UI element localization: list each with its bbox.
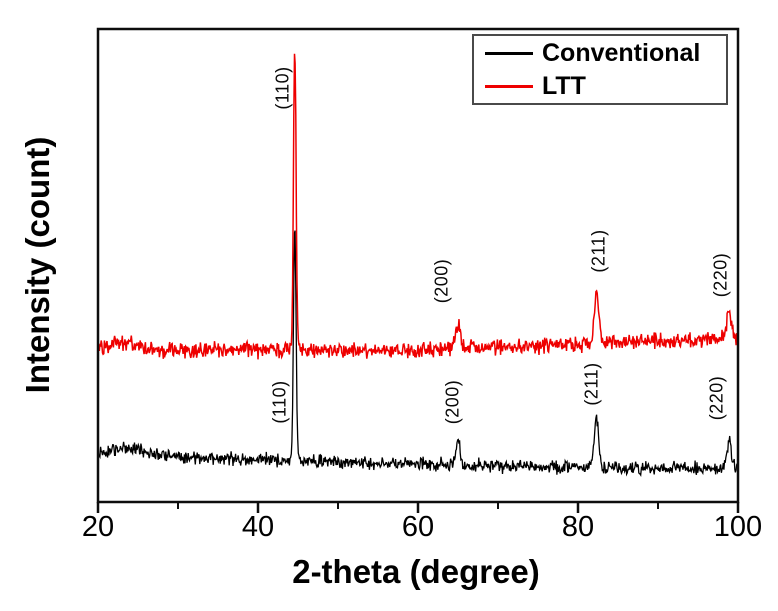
x-tick-label-100: 100: [713, 511, 763, 543]
legend-box: Conventional LTT: [472, 34, 728, 105]
legend-label-conventional: Conventional: [542, 38, 701, 67]
plot-frame: [96, 27, 740, 504]
black-line-swatch-icon: [485, 51, 533, 55]
trace-group: [98, 53, 738, 478]
peak-label-200-conventional: (200): [442, 379, 463, 425]
red-line-swatch-icon: [485, 84, 533, 88]
x-tick-label-60: 60: [401, 511, 435, 543]
peak-label-200-ltt: (200): [431, 258, 452, 304]
peak-label-220-ltt: (220): [710, 252, 731, 298]
x-tick-label-20: 20: [81, 511, 115, 543]
peak-label-110-ltt: (110): [272, 66, 293, 110]
trace-conventional: [98, 230, 738, 478]
legend-item-conventional: Conventional: [474, 38, 726, 69]
legend-label-ltt: LTT: [542, 71, 586, 100]
peak-label-211-conventional: (211): [581, 362, 602, 406]
x-tick-label-80: 80: [561, 511, 595, 543]
peak-label-211-ltt: (211): [588, 229, 609, 273]
y-axis-title: Intensity (count): [19, 136, 56, 394]
peak-label-110-conventional: (110): [269, 380, 290, 424]
legend-item-ltt: LTT: [474, 71, 726, 102]
x-tick-label-40: 40: [241, 511, 275, 543]
x-axis-title: 2-theta (degree): [292, 553, 540, 590]
trace-ltt: [98, 53, 738, 360]
peak-label-220-conventional: (220): [706, 375, 727, 421]
